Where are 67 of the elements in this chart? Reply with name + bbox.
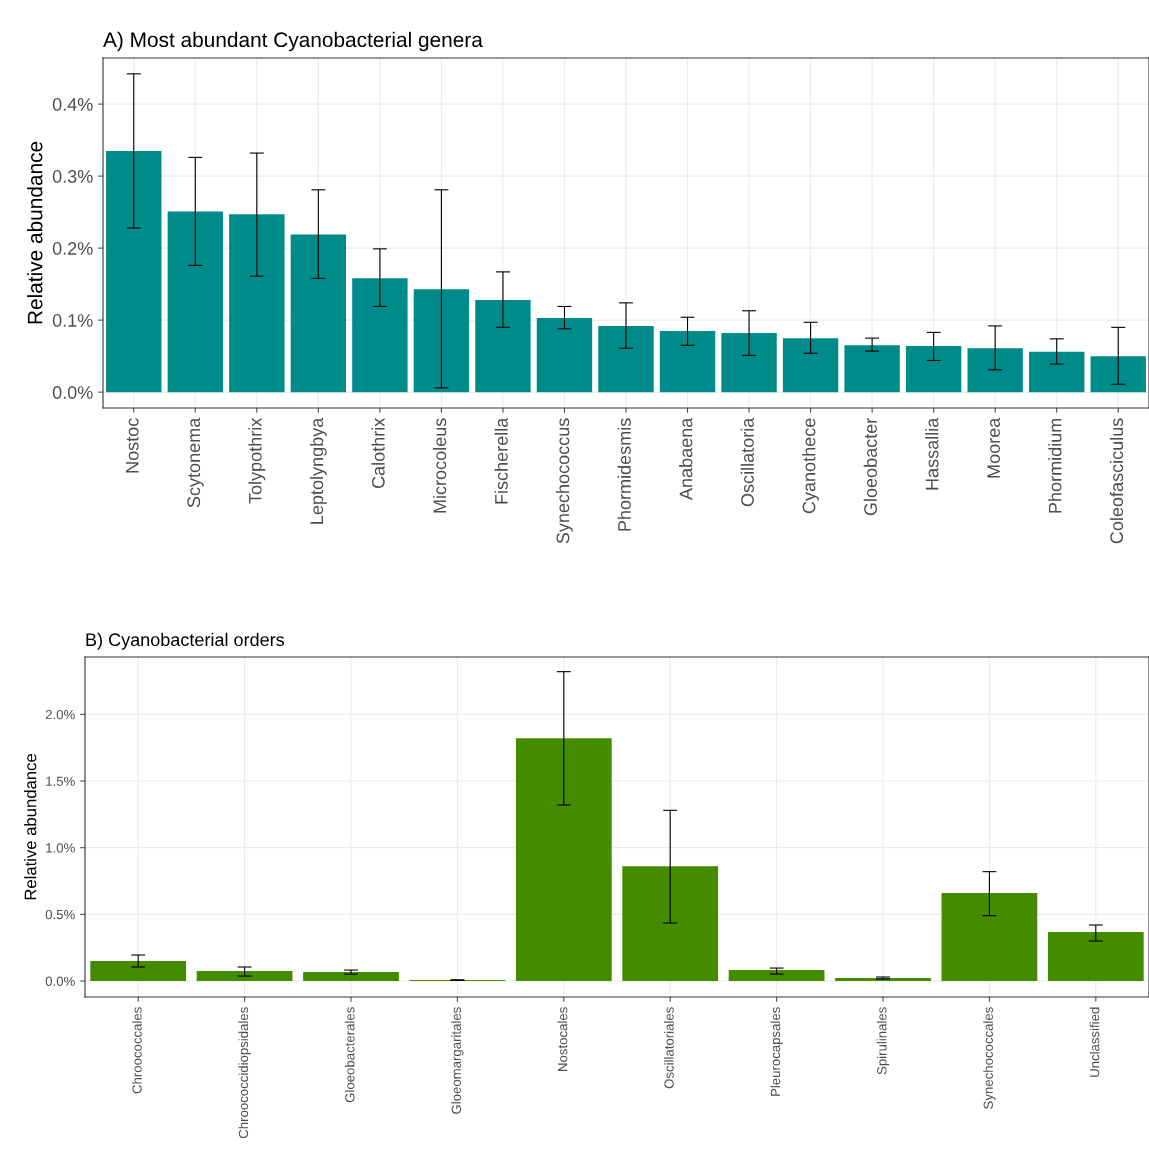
y-tick-label: 0.1% [52, 314, 93, 327]
x-tick-label: Nostoc [126, 418, 139, 473]
bar [229, 214, 285, 393]
bar [290, 234, 347, 393]
x-tick-label: Cyanothece [802, 418, 819, 514]
bar [844, 345, 900, 393]
x-tick-label: Gloeobacterales [344, 1007, 355, 1103]
bar [598, 325, 654, 393]
bar [90, 961, 187, 981]
bar [622, 866, 719, 981]
x-tick-label: Microcoleus [433, 418, 447, 513]
x-tick-label: Synechococcus [556, 418, 573, 544]
bar [967, 348, 1023, 393]
x-tick-label: Pleurocapsales [770, 1007, 783, 1096]
y-axis-title: Relative abundance [27, 141, 43, 324]
bar [167, 211, 223, 393]
x-tick-label: Unclassified [1089, 1007, 1100, 1077]
x-tick-label: Leptolyngbya [309, 417, 327, 524]
y-tick-label: 0.3% [52, 170, 93, 183]
bar [106, 150, 162, 393]
bar [303, 972, 399, 981]
bar [352, 278, 408, 393]
y-tick-label: 2.0% [45, 709, 75, 720]
x-tick-label: Anabaena [679, 417, 693, 501]
y-tick-label: 0.4% [52, 98, 93, 111]
bar [536, 317, 593, 393]
x-tick-label: Gloeomargaritales [451, 1007, 464, 1114]
y-tick-label: 1.0% [46, 843, 75, 853]
x-tick-label: Oscillatoria [740, 417, 754, 507]
bar [835, 978, 931, 981]
y-tick-label: 1.5% [46, 776, 75, 786]
x-tick-label: Synechococcales [983, 1007, 996, 1109]
y-tick-label: 0.0% [52, 386, 93, 399]
bar [659, 330, 716, 393]
bar [515, 738, 612, 981]
x-tick-label: Coleofasciculus [1109, 418, 1124, 544]
x-tick-label: Chroococcales [132, 1007, 142, 1094]
x-tick-label: Calothrix [371, 417, 385, 489]
x-tick-label: Phormidesmis [617, 418, 631, 531]
x-tick-label: Nostocales [557, 1007, 568, 1071]
y-tick-label: 0.0% [45, 976, 75, 986]
x-tick-label: Phormidium [1048, 418, 1062, 513]
x-tick-label: Fischerella [494, 417, 508, 504]
bar [1047, 932, 1144, 981]
bar [1090, 356, 1146, 393]
y-axis-title: Relative abundance [24, 754, 37, 900]
bar [782, 338, 839, 393]
x-tick-label: Tolypothrix [248, 417, 266, 504]
y-tick-label: 0.2% [52, 242, 93, 255]
bar [728, 970, 825, 981]
bar [905, 346, 962, 393]
x-tick-label: Oscillatoriales [664, 1007, 674, 1089]
bar [721, 333, 777, 393]
bar [941, 893, 1038, 981]
bar [196, 971, 293, 981]
x-tick-label: Spirulinales [876, 1007, 890, 1075]
bar [475, 299, 531, 393]
x-tick-label: Hassallia [925, 417, 939, 490]
chart-title: A) Most abundant Cyanobacterial genera [103, 31, 483, 52]
y-tick-label: 0.5% [45, 909, 75, 920]
x-tick-label: Moorea [987, 417, 1001, 478]
x-tick-label: Gloeobacter [863, 418, 877, 516]
x-tick-label: Scytonema [187, 417, 204, 508]
bar [1029, 351, 1085, 393]
chart-title: B) Cyanobacterial orders [86, 632, 285, 650]
x-tick-label: Chroococcidiopsidales [238, 1007, 251, 1139]
bar [413, 289, 470, 393]
